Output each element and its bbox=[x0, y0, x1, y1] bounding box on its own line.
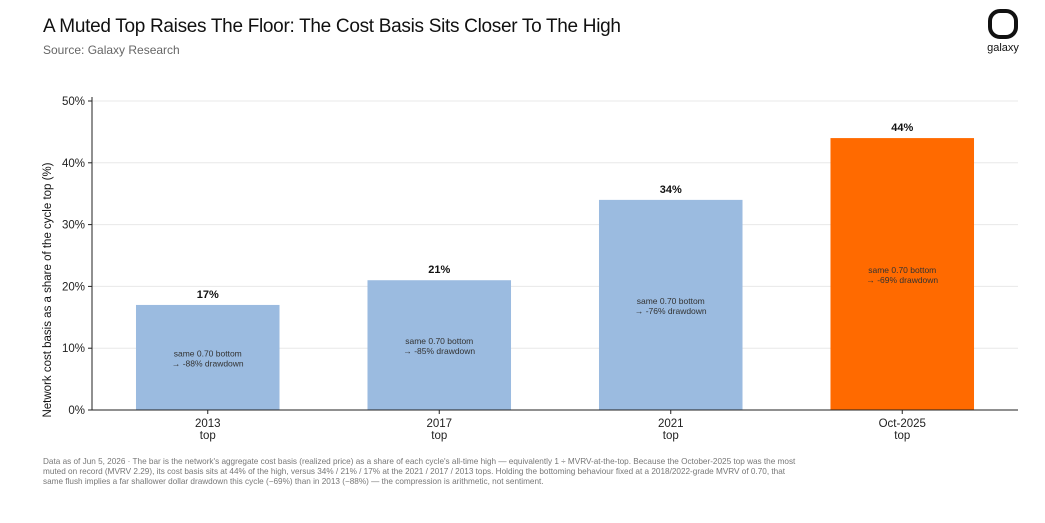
x-tick-label: top bbox=[894, 430, 910, 442]
bar-annotation: → -76% drawdown bbox=[635, 306, 707, 316]
y-axis-ticks: 0% 10% 20% 30% 40% 50% bbox=[62, 96, 93, 417]
galaxy-logo-icon bbox=[988, 9, 1018, 39]
y-tick-label: 0% bbox=[68, 405, 85, 417]
bar-annotation: same 0.70 bottom bbox=[868, 265, 936, 275]
y-axis-label: Network cost basis as a share of the cyc… bbox=[42, 162, 54, 417]
brand-logo: galaxy bbox=[984, 8, 1022, 54]
bar bbox=[135, 304, 280, 410]
x-tick-label: 2017 bbox=[426, 418, 452, 430]
bar-value-label: 21% bbox=[428, 264, 450, 276]
bar-annotation: → -69% drawdown bbox=[866, 275, 938, 285]
y-tick-label: 10% bbox=[62, 343, 85, 355]
brand-logo-text: galaxy bbox=[987, 42, 1019, 54]
bar-chart: 17%same 0.70 bottom→ -88% drawdown21%sam… bbox=[42, 96, 1018, 442]
x-tick-label: Oct-2025 bbox=[879, 418, 926, 430]
y-tick-label: 40% bbox=[62, 158, 85, 170]
bar bbox=[367, 280, 512, 410]
y-tick-label: 50% bbox=[62, 96, 85, 108]
x-tick-label: 2013 bbox=[195, 418, 221, 430]
bar-annotation: → -85% drawdown bbox=[403, 346, 475, 356]
x-tick-label: top bbox=[200, 430, 216, 442]
y-tick-label: 30% bbox=[62, 220, 85, 232]
bar-value-label: 44% bbox=[891, 122, 913, 134]
x-tick-label: top bbox=[663, 430, 679, 442]
bars: 17%same 0.70 bottom→ -88% drawdown21%sam… bbox=[135, 122, 975, 410]
footnote: Data as of Jun 5, 2026 · The bar is the … bbox=[43, 457, 796, 486]
bar-annotation: same 0.70 bottom bbox=[405, 336, 473, 346]
bar bbox=[830, 138, 975, 410]
bar-annotation: → -88% drawdown bbox=[172, 358, 244, 368]
x-tick-label: 2021 bbox=[658, 418, 684, 430]
x-tick-label: top bbox=[431, 430, 447, 442]
bar-annotation: same 0.70 bottom bbox=[637, 296, 705, 306]
chart-title: A Muted Top Raises The Floor: The Cost B… bbox=[43, 16, 621, 37]
bar-value-label: 17% bbox=[197, 289, 219, 301]
bar bbox=[598, 199, 743, 410]
chart-subtitle: Source: Galaxy Research bbox=[43, 43, 180, 57]
bar-value-label: 34% bbox=[660, 184, 682, 196]
y-tick-label: 20% bbox=[62, 281, 85, 293]
bar-annotation: same 0.70 bottom bbox=[174, 348, 242, 358]
